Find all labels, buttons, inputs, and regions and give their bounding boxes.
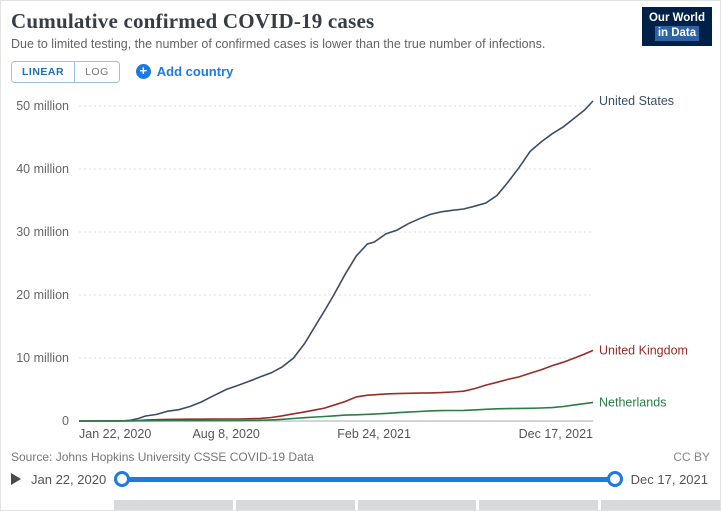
table-header-cell[interactable] (601, 500, 720, 510)
page-title: Cumulative confirmed COVID-19 cases (11, 9, 375, 33)
table-header-cell[interactable] (114, 500, 233, 510)
timeline-start-label: Jan 22, 2020 (31, 471, 107, 487)
chart-subtitle: Due to limited testing, the number of co… (11, 37, 546, 51)
add-country-button[interactable]: + Add country (135, 64, 234, 79)
y-tick-label: 20 million (16, 288, 69, 302)
timeline-control: Jan 22, 2020 Dec 17, 2021 (1, 466, 720, 493)
chart-header: Cumulative confirmed COVID-19 cases Due … (1, 1, 720, 51)
y-tick-label: 30 million (16, 225, 69, 239)
series-line-united-kingdom[interactable] (79, 349, 594, 422)
x-tick-label: Jan 22, 2020 (79, 427, 151, 441)
table-header-cell[interactable] (235, 500, 355, 510)
table-header-cell[interactable] (479, 500, 599, 510)
data-table-header-partial (1, 500, 720, 510)
y-tick-label: 50 million (16, 99, 69, 113)
series-label-united-states: United States (599, 94, 674, 108)
line-chart[interactable]: 0 10 million 20 million 30 million 40 millio… (1, 87, 721, 447)
add-country-label: Add country (156, 64, 234, 79)
x-tick-label: Dec 17, 2021 (519, 427, 593, 441)
table-header-cell[interactable] (357, 500, 477, 510)
series-label-united-kingdom: United Kingdom (599, 343, 688, 357)
linear-scale-button[interactable]: LINEAR (12, 61, 76, 82)
owid-logo[interactable]: Our World in Data (641, 7, 712, 46)
timeline-end-label: Dec 17, 2021 (630, 471, 708, 487)
source-text[interactable]: Source: Johns Hopkins University CSSE CO… (11, 450, 314, 464)
slider-track[interactable] (118, 476, 619, 482)
slider-handle-end[interactable] (606, 471, 623, 487)
play-button[interactable] (11, 473, 21, 485)
y-tick-label: 10 million (16, 351, 69, 365)
series-line-united-states[interactable] (79, 100, 594, 422)
x-tick-label: Aug 8, 2020 (192, 427, 259, 441)
timeline-slider[interactable] (114, 471, 623, 487)
chart-area: 0 10 million 20 million 30 million 40 millio… (1, 87, 720, 447)
source-row: Source: Johns Hopkins University CSSE CO… (1, 447, 720, 466)
y-tick-label: 40 million (16, 162, 69, 176)
chart-controls: LINEAR LOG + Add country (11, 60, 720, 83)
owid-logo-line2: in Data (654, 26, 700, 41)
log-scale-button[interactable]: LOG (75, 61, 119, 82)
owid-logo-line1: Our World (648, 12, 705, 24)
plus-circle-icon: + (135, 64, 151, 79)
license-link[interactable]: CC BY (673, 450, 710, 464)
slider-handle-start[interactable] (114, 471, 131, 487)
x-tick-label: Feb 24, 2021 (337, 427, 411, 441)
scale-toggle: LINEAR LOG (11, 60, 120, 83)
series-line-netherlands[interactable] (78, 401, 594, 422)
series-label-netherlands: Netherlands (599, 395, 666, 409)
y-tick-label: 0 (62, 414, 69, 428)
